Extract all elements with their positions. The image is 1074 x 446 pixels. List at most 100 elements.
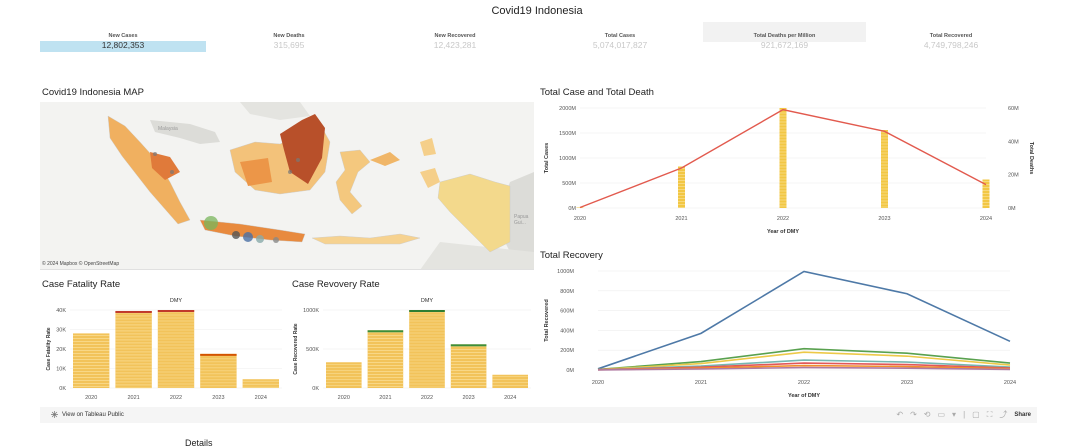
divider-icon: | [963, 410, 966, 419]
kpi-label: New Recovered [434, 33, 476, 39]
bar[interactable] [73, 333, 110, 388]
cfr-title: Case Fatality Rate [42, 279, 121, 290]
x-tick-label: 2023 [462, 395, 474, 401]
indonesia-map[interactable]: Malaysia Papua Gui... © 2024 Mapbox © Op… [40, 102, 534, 270]
x-tick-label: 2020 [338, 395, 350, 401]
y-tick-label: 1000M [559, 156, 576, 162]
map-bubble[interactable] [273, 237, 279, 243]
y-tick-label: 0K [59, 386, 66, 392]
y-tick-label: 1500M [559, 131, 576, 137]
kpi-value: 921,672,169 [760, 40, 809, 50]
map-bubble[interactable] [170, 170, 174, 174]
kpi-value: 5,074,017,827 [592, 40, 648, 50]
map-canvas [107, 102, 534, 269]
bar[interactable] [492, 374, 528, 388]
x-tick-label: 2020 [592, 380, 604, 386]
maluku-region [420, 168, 440, 188]
map-bubble[interactable] [204, 216, 218, 230]
recovery-line[interactable] [597, 347, 1011, 371]
share-button[interactable]: Share [1014, 412, 1031, 418]
recovery-line[interactable] [597, 366, 1011, 371]
y-tick-label: 500M [562, 181, 576, 187]
recovery-line[interactable] [597, 270, 1011, 370]
kpi-label: New Cases [108, 33, 138, 39]
bar[interactable] [115, 310, 152, 389]
papua-region [437, 173, 511, 253]
map-bubble[interactable] [256, 235, 264, 243]
crr-chart[interactable]: DMY 0K 500K 1000K 2020 2021 2022 2023 2024 Case R… [287, 292, 535, 406]
y2-tick-label: 20M [1008, 173, 1019, 179]
y-tick-label: 0M [566, 368, 574, 374]
kpi-total-recovered[interactable]: Total Recovered 4,749,798,246 [868, 33, 1034, 53]
bar-total-cases[interactable] [881, 130, 888, 208]
y-tick-label: 1000K [303, 308, 319, 314]
map-bubble[interactable] [232, 231, 240, 239]
x-tick-label: 2024 [1004, 380, 1016, 386]
map-bubble[interactable] [288, 170, 292, 174]
map-credit: © 2024 Mapbox © OpenStreetMap [42, 261, 120, 267]
kpi-new-recovered[interactable]: New Recovered 12,423,281 [372, 33, 538, 53]
map-title: Covid19 Indonesia MAP [42, 87, 144, 98]
revert-icon[interactable]: ⟲ [923, 410, 931, 419]
y-axis-label: Total Recovered [544, 299, 550, 341]
x-tick-label: 2024 [980, 216, 992, 222]
recovery-line[interactable] [597, 351, 1011, 371]
bar[interactable] [367, 330, 404, 388]
share-icon[interactable]: ⤴ [999, 410, 1008, 419]
bar-total-cases[interactable] [779, 108, 787, 208]
y2-tick-label: 60M [1008, 106, 1019, 112]
toolbar-actions: ↶ ↷ ⟲ ▭ ▾ | ▢ ⛶ ⤴ Share [896, 410, 1031, 420]
kpi-total-cases[interactable]: Total Cases 5,074,017,827 [537, 33, 703, 53]
recovery-title: Total Recovery [540, 250, 603, 261]
x-tick-label: 2022 [421, 395, 433, 401]
recovery-line[interactable] [597, 359, 1011, 371]
kpi-value: 12,423,281 [433, 40, 477, 50]
y-axis-label: Case Fatality Rate [46, 327, 52, 370]
undo-icon[interactable]: ↶ [896, 410, 904, 419]
bar[interactable] [200, 353, 237, 388]
kpi-total-deaths-per-million[interactable]: Total Deaths per Million 921,672,169 [703, 33, 866, 53]
y2-tick-label: 0M [1008, 206, 1016, 212]
y-tick-label: 400M [560, 328, 574, 334]
nusa-tenggara-region [311, 233, 421, 245]
bar[interactable] [450, 344, 487, 388]
bar-total-cases[interactable] [678, 166, 685, 209]
east-kalimantan-region [280, 114, 325, 184]
view-on-tableau-link[interactable]: View on Tableau Public [62, 412, 124, 418]
bar[interactable] [157, 310, 195, 388]
bar-total-cases[interactable] [982, 179, 990, 209]
cfr-chart[interactable]: DMY 0K 10K 20K 30K 40K 2020 2021 2022 2023 2024 Cas… [40, 292, 290, 406]
y-axis-label: Case Recovered Rate [293, 323, 299, 374]
fullscreen-icon[interactable]: ⛶ [986, 410, 993, 419]
case-death-title: Total Case and Total Death [540, 87, 654, 98]
map-bubble[interactable] [153, 152, 157, 156]
kpi-label: Total Deaths per Million [753, 33, 816, 39]
kpi-new-cases[interactable]: New Cases 12,802,353 [40, 33, 206, 53]
map-bubble[interactable] [296, 158, 300, 162]
y-tick-label: 2000M [559, 106, 576, 112]
map-label-malaysia: Malaysia [158, 126, 178, 132]
tableau-toolbar: View on Tableau Public ↶ ↷ ⟲ ▭ ▾ | ▢ ⛶ ⤴… [40, 407, 1037, 423]
recovery-chart[interactable]: 0M 200M 400M 600M 800M 1000M 2020 2021 2022 2023 2… [538, 262, 1036, 404]
bar[interactable] [326, 362, 362, 388]
map-bubble[interactable] [243, 232, 253, 242]
redo-icon[interactable]: ↷ [910, 410, 917, 419]
comment-icon[interactable]: ▢ [972, 410, 980, 419]
bar[interactable] [409, 310, 445, 388]
bar[interactable] [242, 379, 279, 388]
case-death-chart[interactable]: 0M 500M 1000M 1500M 2000M 0M 20M 40M 60M 2020 2021… [538, 100, 1036, 242]
bar-total-cases[interactable] [576, 207, 584, 209]
pause-icon[interactable]: ▾ [952, 410, 957, 419]
y-tick-label: 0M [568, 206, 576, 212]
north-sulawesi-region [370, 152, 400, 166]
kpi-value: 12,802,353 [101, 40, 145, 50]
bar-top-accent [367, 330, 404, 333]
tableau-logo-icon [51, 411, 58, 418]
refresh-icon[interactable]: ▭ [937, 410, 946, 419]
x-tick-label: 2020 [85, 395, 97, 401]
map-label-papua: Papua Gui... [514, 214, 529, 226]
x-tick-label: 2024 [255, 395, 267, 401]
line-total-deaths [579, 108, 987, 209]
x-tick-label: 2023 [878, 216, 890, 222]
kpi-new-deaths[interactable]: New Deaths 315,695 [206, 33, 372, 53]
